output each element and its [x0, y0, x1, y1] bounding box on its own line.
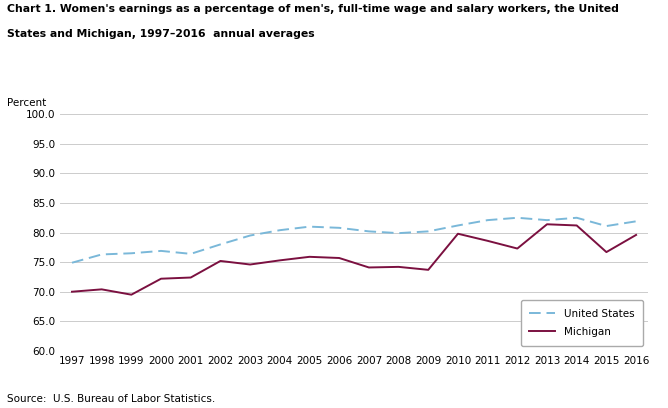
Michigan — [335, 255, 343, 260]
United States — [513, 215, 521, 220]
United States — [276, 228, 284, 233]
United States — [157, 248, 165, 253]
Text: Chart 1. Women's earnings as a percentage of men's, full-time wage and salary wo: Chart 1. Women's earnings as a percentag… — [7, 4, 619, 14]
United States — [395, 231, 403, 235]
Michigan — [216, 259, 224, 264]
Text: Percent: Percent — [7, 98, 46, 108]
Michigan — [513, 246, 521, 251]
Line: Michigan: Michigan — [72, 224, 636, 295]
United States — [335, 225, 343, 230]
United States — [187, 251, 195, 256]
United States — [365, 229, 373, 234]
Michigan — [98, 287, 106, 292]
United States — [632, 219, 640, 224]
Michigan — [454, 231, 462, 236]
Michigan — [128, 292, 136, 297]
United States — [216, 242, 224, 247]
United States — [128, 251, 136, 256]
Michigan — [632, 233, 640, 237]
United States — [305, 224, 313, 229]
United States — [572, 215, 580, 220]
United States — [484, 218, 492, 223]
United States — [603, 224, 611, 228]
Michigan — [572, 223, 580, 228]
Michigan — [68, 289, 76, 294]
Legend: United States, Michigan: United States, Michigan — [521, 300, 643, 346]
Michigan — [395, 264, 403, 269]
Michigan — [365, 265, 373, 270]
United States — [68, 260, 76, 265]
Text: States and Michigan, 1997–2016  annual averages: States and Michigan, 1997–2016 annual av… — [7, 29, 315, 39]
Line: United States: United States — [72, 218, 636, 263]
Michigan — [246, 262, 254, 267]
Michigan — [157, 276, 165, 281]
Michigan — [276, 258, 284, 263]
Michigan — [187, 275, 195, 280]
Michigan — [305, 254, 313, 259]
United States — [424, 229, 432, 234]
Michigan — [543, 222, 551, 227]
United States — [246, 233, 254, 238]
United States — [98, 252, 106, 257]
Michigan — [603, 250, 611, 255]
United States — [543, 218, 551, 223]
United States — [454, 223, 462, 228]
Michigan — [484, 238, 492, 243]
Michigan — [424, 267, 432, 272]
Text: Source:  U.S. Bureau of Labor Statistics.: Source: U.S. Bureau of Labor Statistics. — [7, 394, 215, 404]
